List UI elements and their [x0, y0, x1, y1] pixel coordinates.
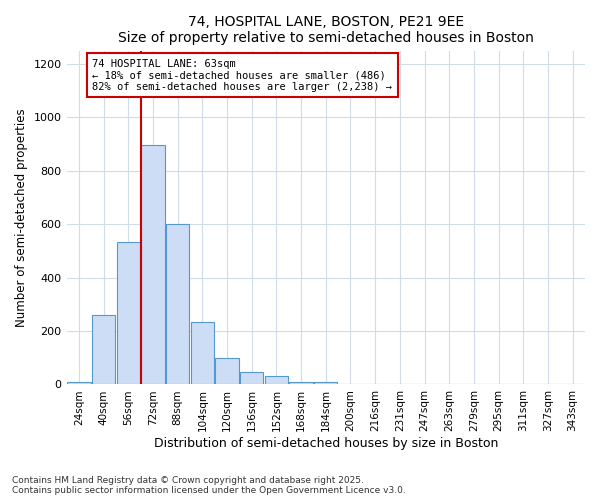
- Bar: [314, 382, 337, 384]
- Y-axis label: Number of semi-detached properties: Number of semi-detached properties: [15, 108, 28, 327]
- Bar: [265, 376, 288, 384]
- Bar: [191, 322, 214, 384]
- Bar: [215, 358, 239, 384]
- Bar: [166, 224, 190, 384]
- Bar: [289, 382, 313, 384]
- Bar: [141, 146, 164, 384]
- Bar: [116, 242, 140, 384]
- Text: 74 HOSPITAL LANE: 63sqm
← 18% of semi-detached houses are smaller (486)
82% of s: 74 HOSPITAL LANE: 63sqm ← 18% of semi-de…: [92, 58, 392, 92]
- X-axis label: Distribution of semi-detached houses by size in Boston: Distribution of semi-detached houses by …: [154, 437, 498, 450]
- Bar: [67, 382, 91, 384]
- Bar: [240, 372, 263, 384]
- Title: 74, HOSPITAL LANE, BOSTON, PE21 9EE
Size of property relative to semi-detached h: 74, HOSPITAL LANE, BOSTON, PE21 9EE Size…: [118, 15, 534, 45]
- Text: Contains HM Land Registry data © Crown copyright and database right 2025.
Contai: Contains HM Land Registry data © Crown c…: [12, 476, 406, 495]
- Bar: [92, 315, 115, 384]
